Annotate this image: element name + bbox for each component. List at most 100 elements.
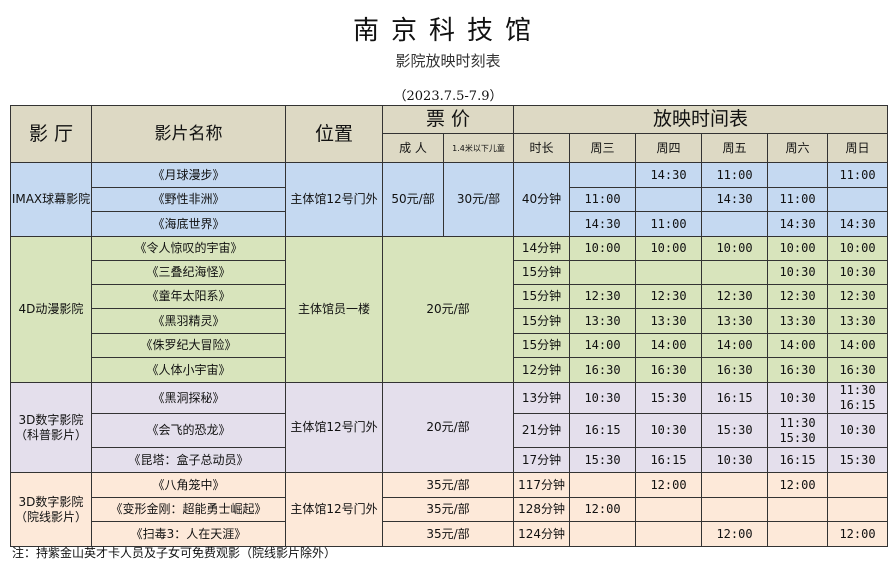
film-name: 《月球漫步》 <box>91 162 286 188</box>
header-adult: 成 人 <box>382 133 444 163</box>
showtime: 10:00 <box>635 236 703 261</box>
duration: 17分钟 <box>513 447 571 473</box>
showtime: 10:30 <box>701 447 769 473</box>
showtime <box>767 162 829 188</box>
showtime: 12:00 <box>635 472 703 498</box>
showtime <box>635 187 703 212</box>
showtime: 11:00 <box>635 211 703 237</box>
showtime: 16:15 <box>701 382 769 414</box>
showtime: 11:30 15:30 <box>767 413 829 448</box>
showtime: 16:30 <box>635 357 703 383</box>
header-location: 位置 <box>285 105 383 163</box>
subheader-row: 成 人 1.4米以下儿童 时长 周三 周四 周五 周六 周日 <box>11 133 889 163</box>
showtime: 13:30 <box>635 308 703 334</box>
header-child: 1.4米以下儿童 <box>442 133 515 163</box>
header-day: 周五 <box>701 133 769 163</box>
duration: 21分钟 <box>513 413 571 448</box>
header-day: 周日 <box>827 133 889 163</box>
location: 主体馆12号门外 <box>285 382 383 473</box>
header-schedule: 放映时间表 <box>513 105 889 134</box>
showtime: 16:30 <box>827 357 889 383</box>
duration: 128分钟 <box>513 497 571 522</box>
showtime: 13:30 <box>701 308 769 334</box>
showtime <box>701 497 769 522</box>
table-row: 《黑羽精灵》 15分钟 13:30 13:30 13:30 13:30 13:30 <box>11 308 889 334</box>
showtime <box>827 187 889 212</box>
showtime: 13:30 <box>767 308 829 334</box>
showtime: 11:30 16:15 <box>827 382 889 414</box>
child-price: 30元/部 <box>442 162 515 237</box>
header-duration: 时长 <box>513 133 571 163</box>
showtime <box>827 497 889 522</box>
duration: 13分钟 <box>513 382 571 414</box>
showtime: 16:15 <box>635 447 703 473</box>
showtime <box>767 497 829 522</box>
showtime: 15:30 <box>701 413 769 448</box>
duration: 15分钟 <box>513 260 571 285</box>
location: 主体馆12号门外 <box>285 162 383 237</box>
film-name: 《变形金刚：超能勇士崛起》 <box>91 497 286 522</box>
showtime: 12:00 <box>569 497 637 522</box>
showtime <box>569 260 637 285</box>
price: 35元/部 <box>381 521 515 547</box>
showtime: 10:30 <box>635 413 703 448</box>
showtime: 10:30 <box>827 413 889 448</box>
showtime: 12:30 <box>767 284 829 309</box>
showtime: 16:30 <box>569 357 637 383</box>
film-name: 《人体小宇宙》 <box>91 357 286 383</box>
price: 35元/部 <box>381 497 515 522</box>
showtime: 12:00 <box>701 521 769 547</box>
table-row: IMAX球幕影院 《月球漫步》 主体馆12号门外 50元/部 30元/部 40分钟 14:3… <box>10 162 889 237</box>
showtime: 16:30 <box>767 357 829 383</box>
hall-name: 3D数字影院 （院线影片） <box>10 472 92 547</box>
showtime: 12:30 <box>701 284 769 309</box>
film-name: 《八角笼中》 <box>91 472 286 498</box>
showtime: 10:00 <box>827 236 889 261</box>
header-hall: 影 厅 <box>10 105 92 163</box>
table-row: 3D数字影院 （院线影片） 《八角笼中》 主体馆12号门外 35元/部 117分钟 12:… <box>10 472 889 547</box>
showtime <box>635 260 703 285</box>
showtime: 14:00 <box>701 333 769 358</box>
showtime: 10:30 <box>569 382 637 414</box>
showtime: 15:30 <box>635 382 703 414</box>
showtime: 15:30 <box>827 447 889 473</box>
table-row: 《海底世界》 14:30 11:00 14:30 14:30 <box>11 211 889 237</box>
hall-name: 3D数字影院 （科普影片） <box>10 382 92 473</box>
price: 20元/部 <box>381 382 515 473</box>
hall-name: IMAX球幕影院 <box>10 162 92 237</box>
header-row: 影 厅 影片名称 位置 票 价 放映时间表 <box>10 105 889 163</box>
showtime <box>569 521 637 547</box>
header-day: 周三 <box>569 133 637 163</box>
showtime: 11:00 <box>701 162 769 188</box>
table-row: 《三叠纪海怪》 15分钟 10:30 10:30 <box>11 260 889 285</box>
duration: 124分钟 <box>513 521 571 547</box>
header-film: 影片名称 <box>91 105 286 163</box>
header-day: 周四 <box>635 133 703 163</box>
showtime <box>701 211 769 237</box>
showtime <box>569 162 637 188</box>
showtime: 13:30 <box>569 308 637 334</box>
footnote: 注：持紫金山英才卡人员及子女可免费观影（院线影片除外） <box>12 546 337 560</box>
showtime <box>827 472 889 498</box>
showtime: 12:30 <box>827 284 889 309</box>
duration: 14分钟 <box>513 236 571 261</box>
location: 主体馆12号门外 <box>285 472 383 547</box>
price: 20元/部 <box>381 236 515 383</box>
showtime <box>767 521 829 547</box>
showtime: 14:00 <box>827 333 889 358</box>
price: 35元/部 <box>381 472 515 498</box>
showtime: 10:00 <box>701 236 769 261</box>
table-row: 《童年太阳系》 15分钟 12:30 12:30 12:30 12:30 12:30 <box>11 284 889 309</box>
date-range: （2023.7.5-7.9） <box>393 89 503 104</box>
film-name: 《扫毒3：人在天涯》 <box>91 521 286 547</box>
showtime: 14:30 <box>569 211 637 237</box>
showtime: 10:00 <box>767 236 829 261</box>
showtime <box>569 472 637 498</box>
table-row: 《侏罗纪大冒险》 15分钟 14:00 14:00 14:00 14:00 14:00 <box>11 333 889 358</box>
hall-name: 4D动漫影院 <box>10 236 92 383</box>
showtime: 12:00 <box>827 521 889 547</box>
showtime <box>635 497 703 522</box>
showtime: 11:00 <box>827 162 889 188</box>
showtime: 14:30 <box>701 187 769 212</box>
film-name: 《海底世界》 <box>91 211 286 237</box>
